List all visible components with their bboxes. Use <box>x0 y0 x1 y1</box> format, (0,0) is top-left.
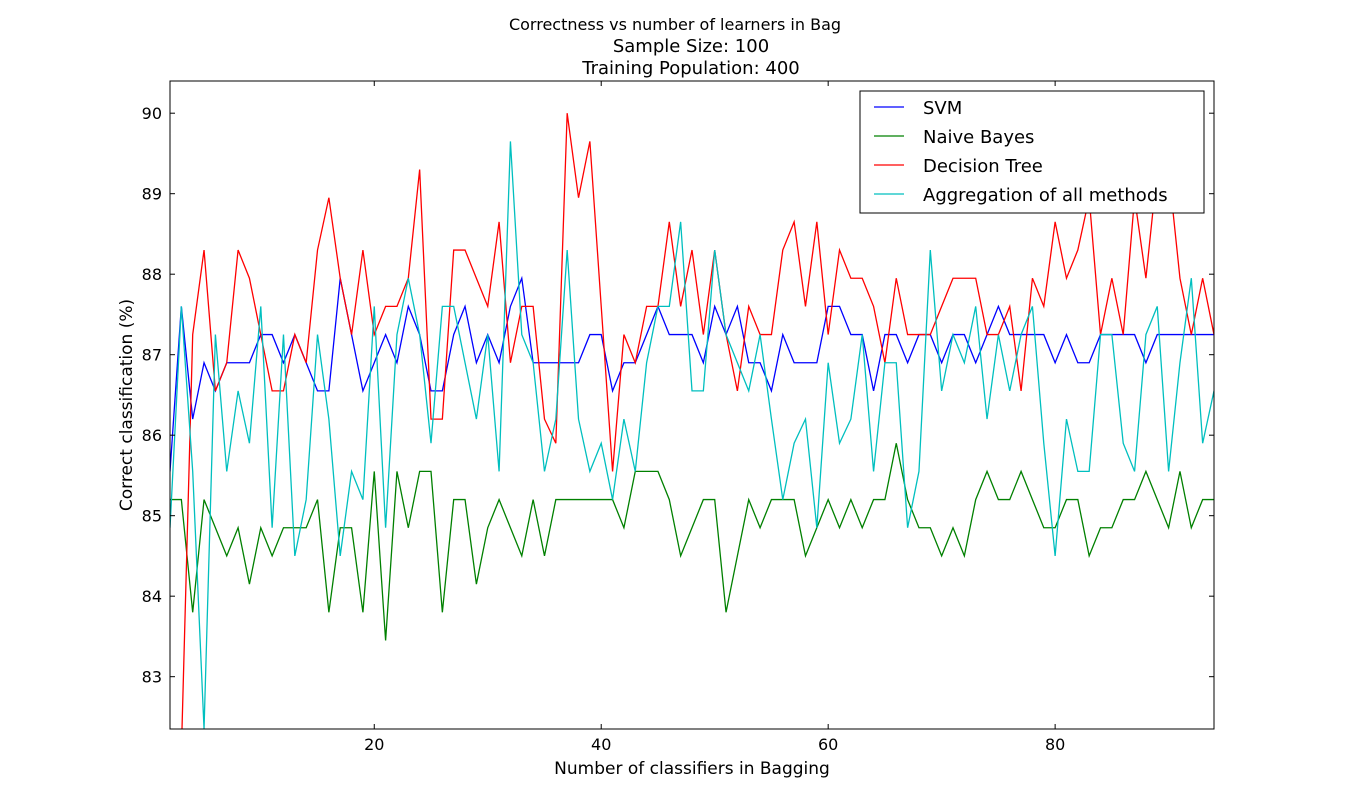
series-layer <box>170 113 1214 729</box>
ticks-layer: 20 40 60 80 83 84 85 86 87 88 89 90 <box>142 81 1214 754</box>
legend: SVM Naive Bayes Decision Tree Aggregatio… <box>859 90 1205 214</box>
chart-subtitle-sample-size: Sample Size: 100 <box>613 36 769 57</box>
x-tick-label: 80 <box>1045 735 1065 754</box>
y-tick-label: 86 <box>142 426 162 445</box>
x-axis-label: Number of classifiers in Bagging <box>554 759 830 779</box>
y-tick-label: 85 <box>142 507 162 526</box>
y-tick-label: 89 <box>142 185 162 204</box>
y-axis-label: Correct classification (%) <box>117 299 137 511</box>
y-tick-label: 88 <box>142 265 162 284</box>
chart-subtitle-training-population: Training Population: 400 <box>581 58 799 79</box>
y-tick-label: 87 <box>142 346 162 365</box>
chart-title: Correctness vs number of learners in Bag <box>509 15 841 34</box>
legend-label-naive-bayes: Naive Bayes <box>923 127 1034 148</box>
legend-box <box>859 90 1205 214</box>
x-tick-label: 60 <box>818 735 838 754</box>
y-tick-label: 84 <box>142 587 162 606</box>
x-tick-label: 40 <box>591 735 611 754</box>
y-tick-label: 90 <box>142 104 162 123</box>
x-tick-label: 20 <box>364 735 384 754</box>
legend-label-aggregation: Aggregation of all methods <box>923 185 1168 206</box>
series-line-aggregation-of-all-methods <box>170 141 1214 729</box>
series-line-decision-tree <box>181 113 1214 729</box>
series-line-naive-bayes <box>170 443 1214 641</box>
legend-label-decision-tree: Decision Tree <box>923 156 1043 177</box>
legend-label-svm: SVM <box>923 98 962 119</box>
series-line-svm <box>170 275 1214 472</box>
y-tick-label: 83 <box>142 668 162 687</box>
plot-frame <box>169 80 1215 730</box>
